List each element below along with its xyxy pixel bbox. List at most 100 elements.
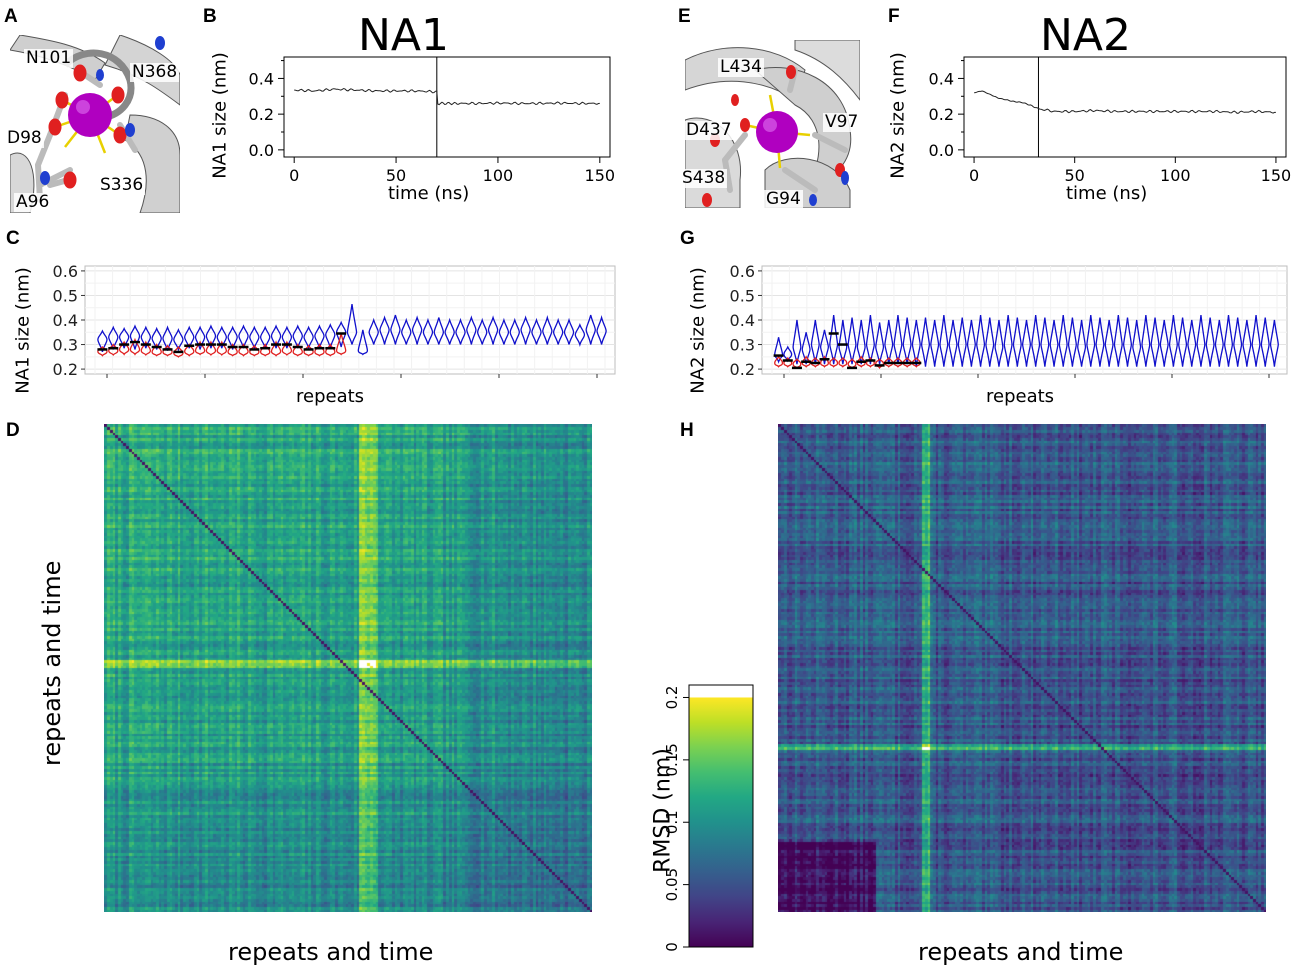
violin-blue bbox=[401, 317, 412, 345]
residue-label: S438 bbox=[680, 168, 728, 188]
y-tick-label: 0.6 bbox=[730, 262, 755, 281]
violin-blue bbox=[865, 315, 875, 365]
violin-blue bbox=[1150, 317, 1160, 367]
violin-blue bbox=[1141, 315, 1151, 367]
y-axis-label: NA2 size (nm) bbox=[687, 267, 709, 394]
violin-blue bbox=[1132, 319, 1142, 367]
violin-blue bbox=[118, 326, 130, 349]
violin-blue bbox=[1095, 317, 1105, 367]
violin-blue bbox=[838, 319, 848, 365]
violin-blue bbox=[1233, 317, 1243, 367]
violin-red bbox=[118, 340, 130, 356]
violin-blue bbox=[1269, 319, 1279, 367]
x-axis-label: time (ns) bbox=[388, 183, 470, 204]
violin-red bbox=[292, 343, 303, 357]
violin-blue bbox=[140, 325, 152, 349]
violin-blue bbox=[542, 315, 553, 345]
colorbar-label: RMSD (nm) bbox=[650, 748, 676, 873]
colorbar-tick-label: 0.1 bbox=[663, 810, 681, 834]
violin-blue bbox=[585, 314, 596, 345]
violin-blue bbox=[1196, 315, 1206, 367]
violin-red bbox=[875, 358, 885, 370]
x-tick-label: 0 bbox=[289, 166, 299, 185]
y-tick-label: 0.3 bbox=[53, 336, 78, 355]
na2-rmsd-heatmap bbox=[778, 424, 1266, 912]
violin-red bbox=[194, 340, 206, 356]
violin-blue bbox=[985, 317, 995, 367]
colorbar-tick-label: 0.15 bbox=[663, 743, 681, 776]
y-tick-label: 0.2 bbox=[53, 360, 78, 379]
violin-red bbox=[838, 356, 848, 368]
violin-blue bbox=[194, 325, 206, 350]
x-tick-label: 50 bbox=[1065, 166, 1085, 185]
x-tick-label: 150 bbox=[585, 166, 616, 185]
violin-blue bbox=[281, 325, 293, 349]
violin-blue bbox=[1113, 315, 1123, 367]
colorbar-tick-label: 0.2 bbox=[663, 686, 681, 710]
violin-red bbox=[151, 343, 162, 357]
violin-red bbox=[238, 343, 249, 357]
violin-blue bbox=[1058, 315, 1068, 367]
y-axis-label: NA1 size (nm) bbox=[209, 52, 231, 179]
violin-blue bbox=[1214, 319, 1224, 367]
panel-letter-e: E bbox=[678, 6, 691, 27]
violin-blue bbox=[173, 327, 184, 352]
y-tick-label: 0.4 bbox=[730, 311, 755, 330]
violin-red bbox=[140, 340, 152, 357]
series-line bbox=[974, 90, 1276, 114]
residue-label: V97 bbox=[823, 112, 861, 132]
violin-blue bbox=[920, 317, 931, 367]
x-tick-label: 100 bbox=[1160, 166, 1191, 185]
x-axis-label: repeats bbox=[296, 386, 365, 407]
violin-red bbox=[281, 340, 293, 357]
panel-letter-g: G bbox=[680, 228, 695, 249]
violin-blue bbox=[774, 337, 784, 364]
violin-blue bbox=[1178, 317, 1188, 367]
y-tick-label: 0.4 bbox=[249, 69, 274, 88]
violin-blue bbox=[930, 319, 940, 367]
colorbar-gradient bbox=[689, 697, 753, 947]
violin-blue bbox=[227, 325, 238, 350]
violin-blue bbox=[129, 324, 141, 350]
violin-blue bbox=[498, 317, 510, 345]
panel-letter-b: B bbox=[203, 6, 217, 27]
violin-blue bbox=[97, 329, 108, 353]
violin-blue bbox=[520, 315, 531, 345]
violin-red bbox=[774, 355, 784, 368]
colorbar-frame bbox=[688, 684, 754, 948]
x-axis-label: repeats and time bbox=[918, 938, 1124, 966]
na2-ion-sphere bbox=[756, 111, 798, 153]
violin-blue bbox=[966, 319, 976, 367]
y-tick-label: 0.5 bbox=[53, 286, 78, 305]
violin-blue bbox=[1012, 317, 1022, 367]
violin-blue bbox=[1168, 315, 1178, 367]
violin-blue bbox=[574, 323, 586, 347]
violin-blue bbox=[1031, 315, 1041, 367]
panel-letter-d: D bbox=[6, 420, 20, 441]
panel-letter-h: H bbox=[680, 420, 694, 441]
violin-blue bbox=[466, 315, 477, 345]
x-tick-label: 150 bbox=[1261, 166, 1292, 185]
violin-blue bbox=[819, 329, 830, 365]
y-axis-label: NA2 size (nm) bbox=[887, 52, 909, 179]
y-tick-label: 0.5 bbox=[730, 286, 755, 305]
na1-rmsd-heatmap bbox=[104, 424, 592, 912]
violin-red bbox=[184, 343, 195, 357]
violin-red bbox=[227, 343, 238, 357]
violin-blue bbox=[184, 325, 195, 349]
violin-blue bbox=[856, 319, 866, 365]
violin-red bbox=[893, 356, 903, 368]
violin-blue bbox=[335, 320, 347, 348]
violin-blue bbox=[357, 329, 369, 356]
residue-label: L434 bbox=[718, 57, 764, 77]
violin-blue bbox=[1021, 319, 1032, 367]
colorbar-tick-label: 0.05 bbox=[663, 868, 681, 901]
violin-blue bbox=[829, 315, 839, 365]
violin-blue bbox=[411, 315, 423, 345]
violin-blue bbox=[433, 317, 445, 345]
y-tick-label: 0.2 bbox=[249, 105, 274, 124]
violin-red bbox=[911, 356, 921, 368]
na2-violin-plot: 0.2 0.3 0.4 0.5 0.6 bbox=[730, 262, 1288, 379]
na1-title: NA1 bbox=[358, 10, 450, 61]
violin-blue bbox=[552, 317, 564, 345]
